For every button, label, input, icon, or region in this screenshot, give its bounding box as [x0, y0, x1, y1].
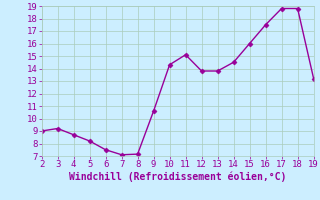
X-axis label: Windchill (Refroidissement éolien,°C): Windchill (Refroidissement éolien,°C)	[69, 172, 286, 182]
